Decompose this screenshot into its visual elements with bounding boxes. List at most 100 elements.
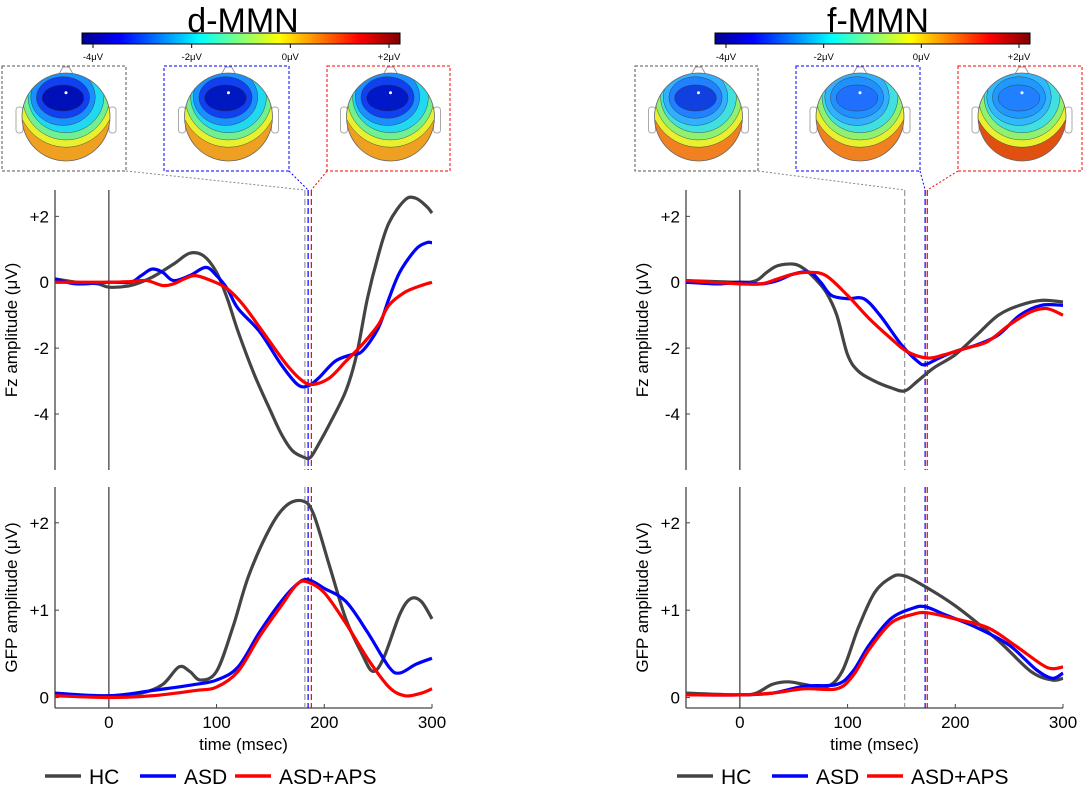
colorbar-tick-label: +2μV	[378, 52, 401, 63]
legend-item: ASD+APS	[867, 766, 1008, 789]
electrode-fz-marker	[1020, 91, 1024, 95]
topomap-connector	[927, 170, 959, 191]
topomap-contour	[41, 84, 85, 112]
x-axis-label: time (msec)	[830, 735, 919, 754]
x-tick-label: 0	[735, 713, 744, 732]
legend-label: HC	[89, 766, 119, 789]
topomap	[184, 73, 273, 161]
nose-icon	[58, 66, 74, 75]
x-tick-label: 100	[833, 713, 861, 732]
series-hc	[685, 573, 1064, 697]
legend-item: HC	[677, 766, 751, 789]
head-outline	[184, 72, 273, 162]
gfp-plot: +2 +1 0 GFP amplitude (μV) 0 100 200 300 time (m…	[2, 487, 446, 754]
series-asd-aps	[54, 579, 433, 700]
y-tick-label: +1	[30, 601, 49, 620]
series-asd	[685, 604, 1064, 697]
topomap-contour	[366, 84, 409, 112]
legend-label: ASD	[184, 766, 227, 789]
electrode-fz-marker	[389, 91, 392, 95]
nose-icon	[221, 66, 236, 75]
fz-plot: +2 0 -2 -4 Fz amplitude (μV)	[633, 190, 1064, 470]
topomap-contour	[674, 84, 717, 112]
y-tick-label: -2	[34, 339, 49, 358]
gfp-plot: +2 +1 0 GFP amplitude (μV) 0 100 200 300 time (m…	[633, 487, 1077, 754]
nose-icon	[1014, 66, 1030, 75]
electrode-fz-marker	[227, 91, 230, 95]
y-tick-label: 0	[671, 689, 680, 708]
colorbar-tick-label: -2μV	[814, 52, 835, 63]
topomap-connector	[125, 170, 305, 191]
nose-icon	[383, 66, 398, 75]
y-tick-label: 0	[40, 273, 49, 292]
y-axis-label: Fz amplitude (μV)	[633, 263, 652, 398]
head-outline	[977, 72, 1067, 162]
series-hc	[54, 498, 434, 698]
legend-left: HC ASD ASD+APS	[45, 766, 376, 789]
x-tick-label: 300	[418, 713, 446, 732]
x-tick-label: 200	[941, 713, 969, 732]
head-outline	[21, 72, 111, 162]
x-axis-label: time (msec)	[199, 735, 288, 754]
legend-label: ASD	[816, 766, 859, 789]
legend-item: HC	[45, 766, 119, 789]
y-tick-label: +2	[30, 207, 49, 226]
x-tick-label: 0	[104, 713, 113, 732]
x-tick-label: 300	[1049, 713, 1077, 732]
y-tick-label: +1	[661, 601, 680, 620]
topomap-connector	[757, 170, 905, 191]
colorbar	[81, 32, 401, 45]
colorbar	[714, 32, 1031, 45]
legend-right: HC ASD ASD+APS	[677, 766, 1008, 789]
y-tick-label: 0	[671, 273, 680, 292]
y-tick-label: +2	[30, 514, 49, 533]
fz-plot: +2 0 -2 -4 Fz amplitude (μV)	[2, 190, 434, 470]
series-asd	[685, 270, 1064, 367]
y-tick-label: -4	[665, 405, 680, 424]
electrode-fz-marker	[64, 91, 68, 95]
series-asd-aps	[54, 274, 433, 387]
head-outline	[815, 72, 905, 162]
y-axis-label: GFP amplitude (μV)	[633, 522, 652, 672]
topomap-connector	[310, 170, 328, 191]
topomap	[816, 73, 904, 161]
topomap-box	[795, 65, 921, 172]
electrode-fz-marker	[697, 91, 700, 95]
colorbar-tick-label: -4μV	[83, 52, 104, 63]
colorbar-tick-label: -2μV	[182, 52, 203, 63]
head-outline	[346, 72, 435, 162]
head-outline	[654, 72, 743, 162]
colorbar-tick-label: 0μV	[913, 52, 931, 63]
legend-item: ASD	[140, 766, 227, 789]
series-hc	[685, 262, 1064, 393]
y-tick-label: -4	[34, 405, 49, 424]
topomap-box	[957, 65, 1083, 172]
y-tick-label: 0	[40, 689, 49, 708]
legend-label: ASD+APS	[279, 766, 376, 789]
topomap-connector	[288, 170, 309, 191]
colorbar-tick-label: 0μV	[282, 52, 300, 63]
colorbar-tick-label: -4μV	[716, 52, 737, 63]
topomap	[654, 73, 743, 161]
topomap-contour	[835, 84, 879, 112]
electrode-fz-marker	[858, 91, 862, 95]
nose-icon	[852, 66, 868, 75]
legend-item: ASD	[772, 766, 859, 789]
x-tick-label: 200	[310, 713, 338, 732]
y-tick-label: +2	[661, 207, 680, 226]
topomap-box	[1, 65, 127, 172]
topomap-contour	[997, 84, 1041, 112]
topomap-box	[634, 65, 759, 172]
nose-icon	[691, 66, 706, 75]
y-tick-label: +2	[661, 514, 680, 533]
topomap-box	[326, 65, 451, 172]
topomap	[22, 73, 110, 161]
colorbar-tick-label: +2μV	[1008, 52, 1031, 63]
f-mmn-panel: f-MMN-4μV -2μV 0μV +2μV+20-2-4Fz amplitude …	[633, 2, 1083, 754]
y-tick-label: -2	[665, 339, 680, 358]
topomap-contour	[204, 84, 247, 112]
x-tick-label: 100	[202, 713, 230, 732]
y-axis-label: Fz amplitude (μV)	[2, 263, 21, 398]
y-axis-label: GFP amplitude (μV)	[2, 522, 21, 672]
